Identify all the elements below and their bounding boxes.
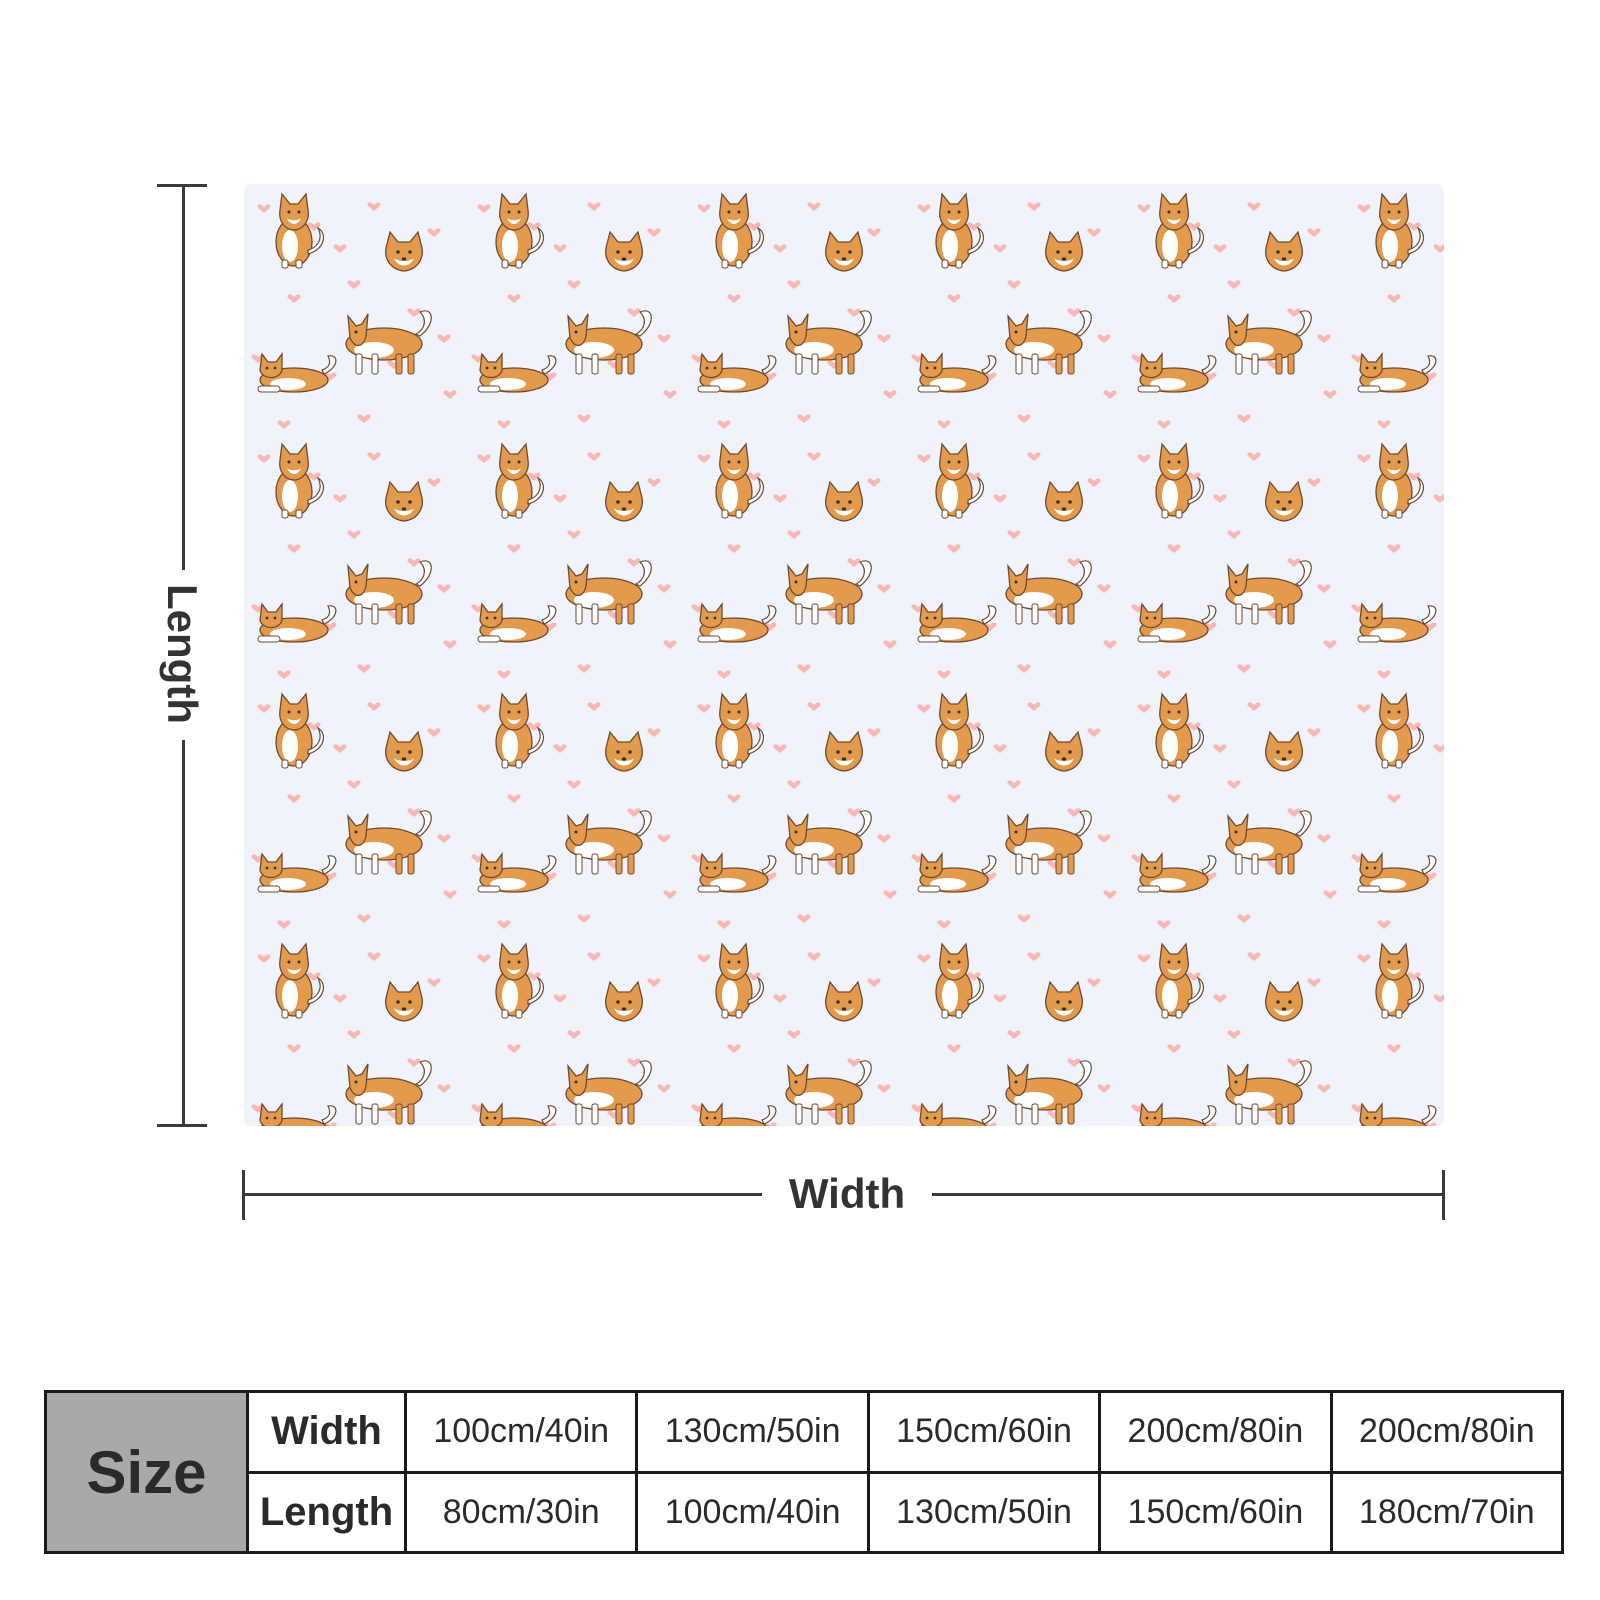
- length-line-bottom: [182, 740, 185, 1126]
- length-label: Length: [159, 584, 206, 724]
- width-line-right: [932, 1193, 1445, 1196]
- row-label: Width: [249, 1393, 407, 1471]
- size-cell: 200cm/80in: [1358, 1412, 1535, 1451]
- size-cell: 150cm/60in: [1101, 1473, 1333, 1551]
- length-line-top: [182, 184, 185, 570]
- row-label: Length: [249, 1473, 407, 1551]
- width-right-cap: [1442, 1170, 1445, 1220]
- size-header: Size: [47, 1393, 249, 1551]
- width-row: Width 100cm/40in 130cm/50in 150cm/60in 2…: [249, 1393, 1561, 1471]
- length-row: Length 80cm/30in 100cm/40in 130cm/50in 1…: [249, 1470, 1561, 1551]
- size-cell: 80cm/30in: [407, 1473, 639, 1551]
- size-cell: 130cm/50in: [870, 1473, 1102, 1551]
- width-line-left: [242, 1193, 762, 1196]
- size-cell: 180cm/70in: [1358, 1492, 1535, 1531]
- size-chart: Size Width 100cm/40in 130cm/50in 150cm/6…: [44, 1390, 1564, 1554]
- size-cell: 100cm/40in: [407, 1393, 639, 1471]
- width-label: Width: [788, 1170, 906, 1217]
- size-cell: 200cm/80in: [1101, 1393, 1333, 1471]
- size-rows: Width 100cm/40in 130cm/50in 150cm/60in 2…: [249, 1393, 1561, 1551]
- length-bottom-cap: [157, 1124, 207, 1127]
- blanket-preview: [244, 184, 1444, 1126]
- blanket-pattern: [244, 184, 1444, 1126]
- size-cell: 130cm/50in: [638, 1393, 870, 1471]
- size-cell: 100cm/40in: [638, 1473, 870, 1551]
- size-cell: 150cm/60in: [870, 1393, 1102, 1471]
